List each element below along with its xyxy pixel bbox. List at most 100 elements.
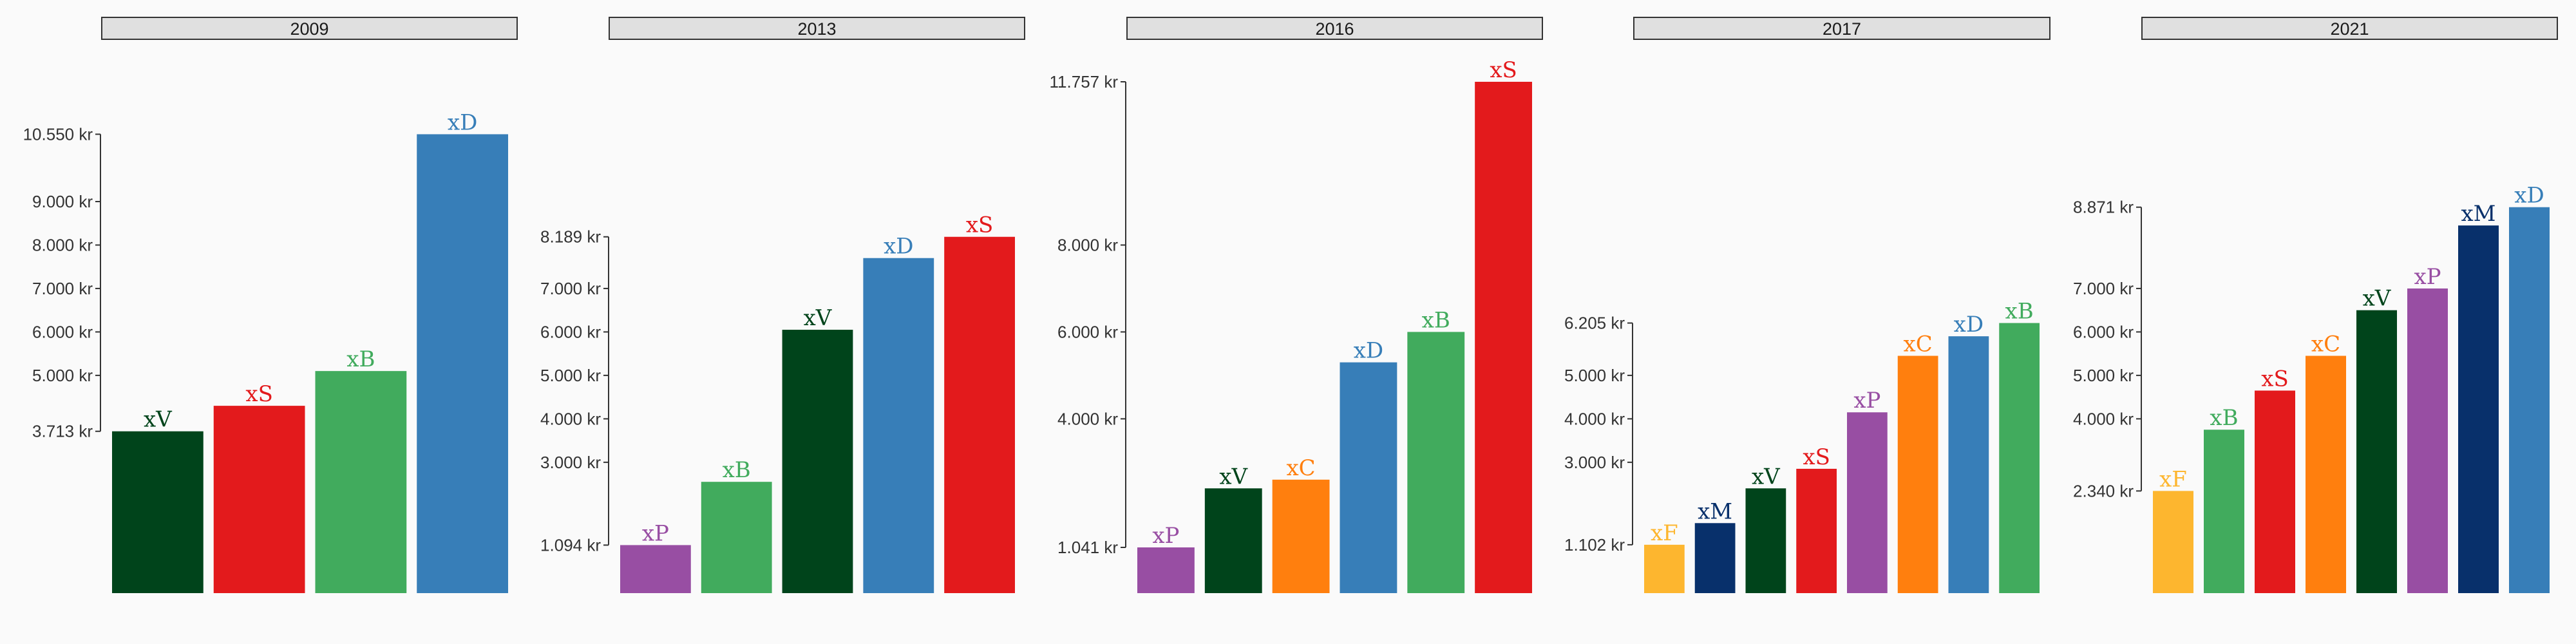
bar-label-xM: xM	[1698, 498, 1732, 524]
bar-label-xB: xB	[2005, 299, 2034, 325]
bar-xP	[1137, 547, 1195, 593]
panel-2009: 2009 3.713 kr 5.000 kr 6.000 kr 7.000 kr 8.00…	[23, 17, 518, 594]
bar-label-xV: xV	[1219, 464, 1248, 489]
bar-label-xD: xD	[2514, 183, 2544, 209]
bar-xD	[417, 134, 508, 594]
panel-2017: 2017 1.102 kr 3.000 kr 4.000 kr 5.000 kr 6.20…	[1564, 17, 2050, 593]
bar-xS	[2255, 390, 2295, 593]
panel-strip	[1633, 17, 2050, 40]
bar-label-xS: xS	[245, 381, 272, 407]
y-tick-label: 6.205 kr	[1564, 314, 1625, 333]
y-tick-label: 7.000 kr	[2073, 279, 2134, 298]
y-tick-label: 6.000 kr	[1057, 322, 1118, 341]
bar-xV	[1745, 488, 1786, 593]
bar-label-xV: xV	[1752, 464, 1781, 489]
y-tick-label: 1.041 kr	[1057, 538, 1118, 557]
bar-xS	[944, 236, 1015, 594]
panel-strip	[2141, 17, 2558, 40]
y-tick-label: 8.000 kr	[32, 235, 93, 254]
panel-strip	[101, 17, 518, 40]
bar-xB	[701, 482, 772, 593]
bar-xC	[2306, 355, 2346, 593]
bar-label-xB: xB	[346, 346, 375, 372]
bar-label-xD: xD	[1954, 312, 1984, 337]
bar-xF	[2153, 491, 2193, 593]
bar-xV	[782, 330, 853, 593]
bar-label-xP: xP	[1152, 523, 1179, 549]
y-tick-label: 8.000 kr	[1057, 235, 1118, 254]
panel-2021: 2021 2.340 kr 4.000 kr 5.000 kr 6.000 kr 7.00…	[2073, 17, 2558, 593]
y-tick-label: 3.713 kr	[32, 422, 93, 441]
bar-label-xC: xC	[1286, 455, 1315, 481]
bar-label-xP: xP	[2414, 264, 2441, 290]
bar-label-xD: xD	[1354, 338, 1383, 364]
bar-xB	[315, 371, 407, 593]
bar-label-xD: xD	[448, 109, 477, 135]
y-tick-label: 3.000 kr	[540, 453, 601, 472]
bar-label-xF: xF	[1651, 520, 1678, 546]
bar-label-xB: xB	[2210, 405, 2238, 431]
bar-xD	[1340, 362, 1397, 593]
y-tick-label: 4.000 kr	[1057, 409, 1118, 428]
bar-xM	[2458, 225, 2499, 593]
y-tick-label: 4.000 kr	[1564, 409, 1625, 428]
y-tick-label: 11.757 kr	[1050, 72, 1119, 91]
bar-label-xF: xF	[2159, 466, 2187, 492]
y-tick-label: 8.871 kr	[2073, 198, 2134, 217]
bar-label-xS: xS	[1490, 57, 1517, 83]
panel-title: 2021	[2330, 19, 2369, 39]
bar-label-xC: xC	[1904, 332, 1933, 357]
bar-label-xP: xP	[642, 520, 669, 546]
y-tick-label: 7.000 kr	[32, 279, 93, 298]
y-tick-label: 1.102 kr	[1564, 535, 1625, 554]
y-tick-label: 5.000 kr	[32, 366, 93, 385]
y-tick-label: 3.000 kr	[1564, 453, 1625, 472]
bar-xB	[2204, 430, 2244, 593]
bar-label-xB: xB	[723, 457, 751, 483]
bar-label-xB: xB	[1422, 307, 1450, 333]
bar-xV	[2356, 310, 2397, 593]
bar-xM	[1694, 523, 1736, 593]
y-tick-label: 2.340 kr	[2073, 481, 2134, 500]
panel-strip	[609, 17, 1025, 40]
y-tick-label: 6.000 kr	[2073, 322, 2134, 341]
bar-label-xV: xV	[144, 407, 173, 433]
bar-xP	[2407, 288, 2448, 593]
bar-xD	[863, 258, 934, 594]
bar-label-xP: xP	[1853, 388, 1880, 413]
bar-xD	[1948, 336, 1989, 593]
bar-xV	[112, 431, 204, 593]
panel-2013: 2013 1.094 kr 3.000 kr 4.000 kr 5.000 kr 6.00…	[540, 17, 1025, 594]
panel-2016: 2016 1.041 kr 4.000 kr 6.000 kr 8.000 kr 11.7…	[1050, 17, 1543, 593]
y-tick-label: 1.094 kr	[540, 535, 601, 554]
panel-title: 2009	[290, 19, 328, 39]
panel-title: 2013	[797, 19, 836, 39]
bar-xB	[1407, 332, 1465, 593]
bar-label-xM: xM	[2461, 201, 2496, 227]
bar-xS	[1796, 468, 1837, 593]
y-tick-label: 5.000 kr	[1564, 366, 1625, 385]
bar-xC	[1272, 479, 1330, 593]
bar-xS	[1475, 82, 1532, 593]
bar-xB	[1999, 323, 2040, 593]
bar-label-xS: xS	[1803, 444, 1830, 470]
bar-xP	[620, 545, 691, 593]
bar-xF	[1644, 544, 1685, 593]
bar-label-xV: xV	[804, 305, 833, 331]
bar-xP	[1847, 412, 1888, 593]
y-tick-label: 4.000 kr	[540, 409, 601, 428]
bar-label-xV: xV	[2363, 286, 2392, 312]
bar-label-xC: xC	[2311, 332, 2340, 357]
bar-xS	[213, 406, 305, 593]
y-tick-label: 7.000 kr	[540, 279, 601, 298]
bar-label-xD: xD	[884, 234, 913, 260]
y-tick-label: 5.000 kr	[2073, 366, 2134, 385]
bar-xC	[1897, 355, 1938, 593]
y-tick-label: 6.000 kr	[540, 322, 601, 341]
bar-label-xS: xS	[2261, 366, 2288, 392]
panel-title: 2016	[1315, 19, 1354, 39]
y-tick-label: 9.000 kr	[32, 192, 93, 211]
panel-title: 2017	[1823, 19, 1861, 39]
panel-strip	[1126, 17, 1543, 40]
